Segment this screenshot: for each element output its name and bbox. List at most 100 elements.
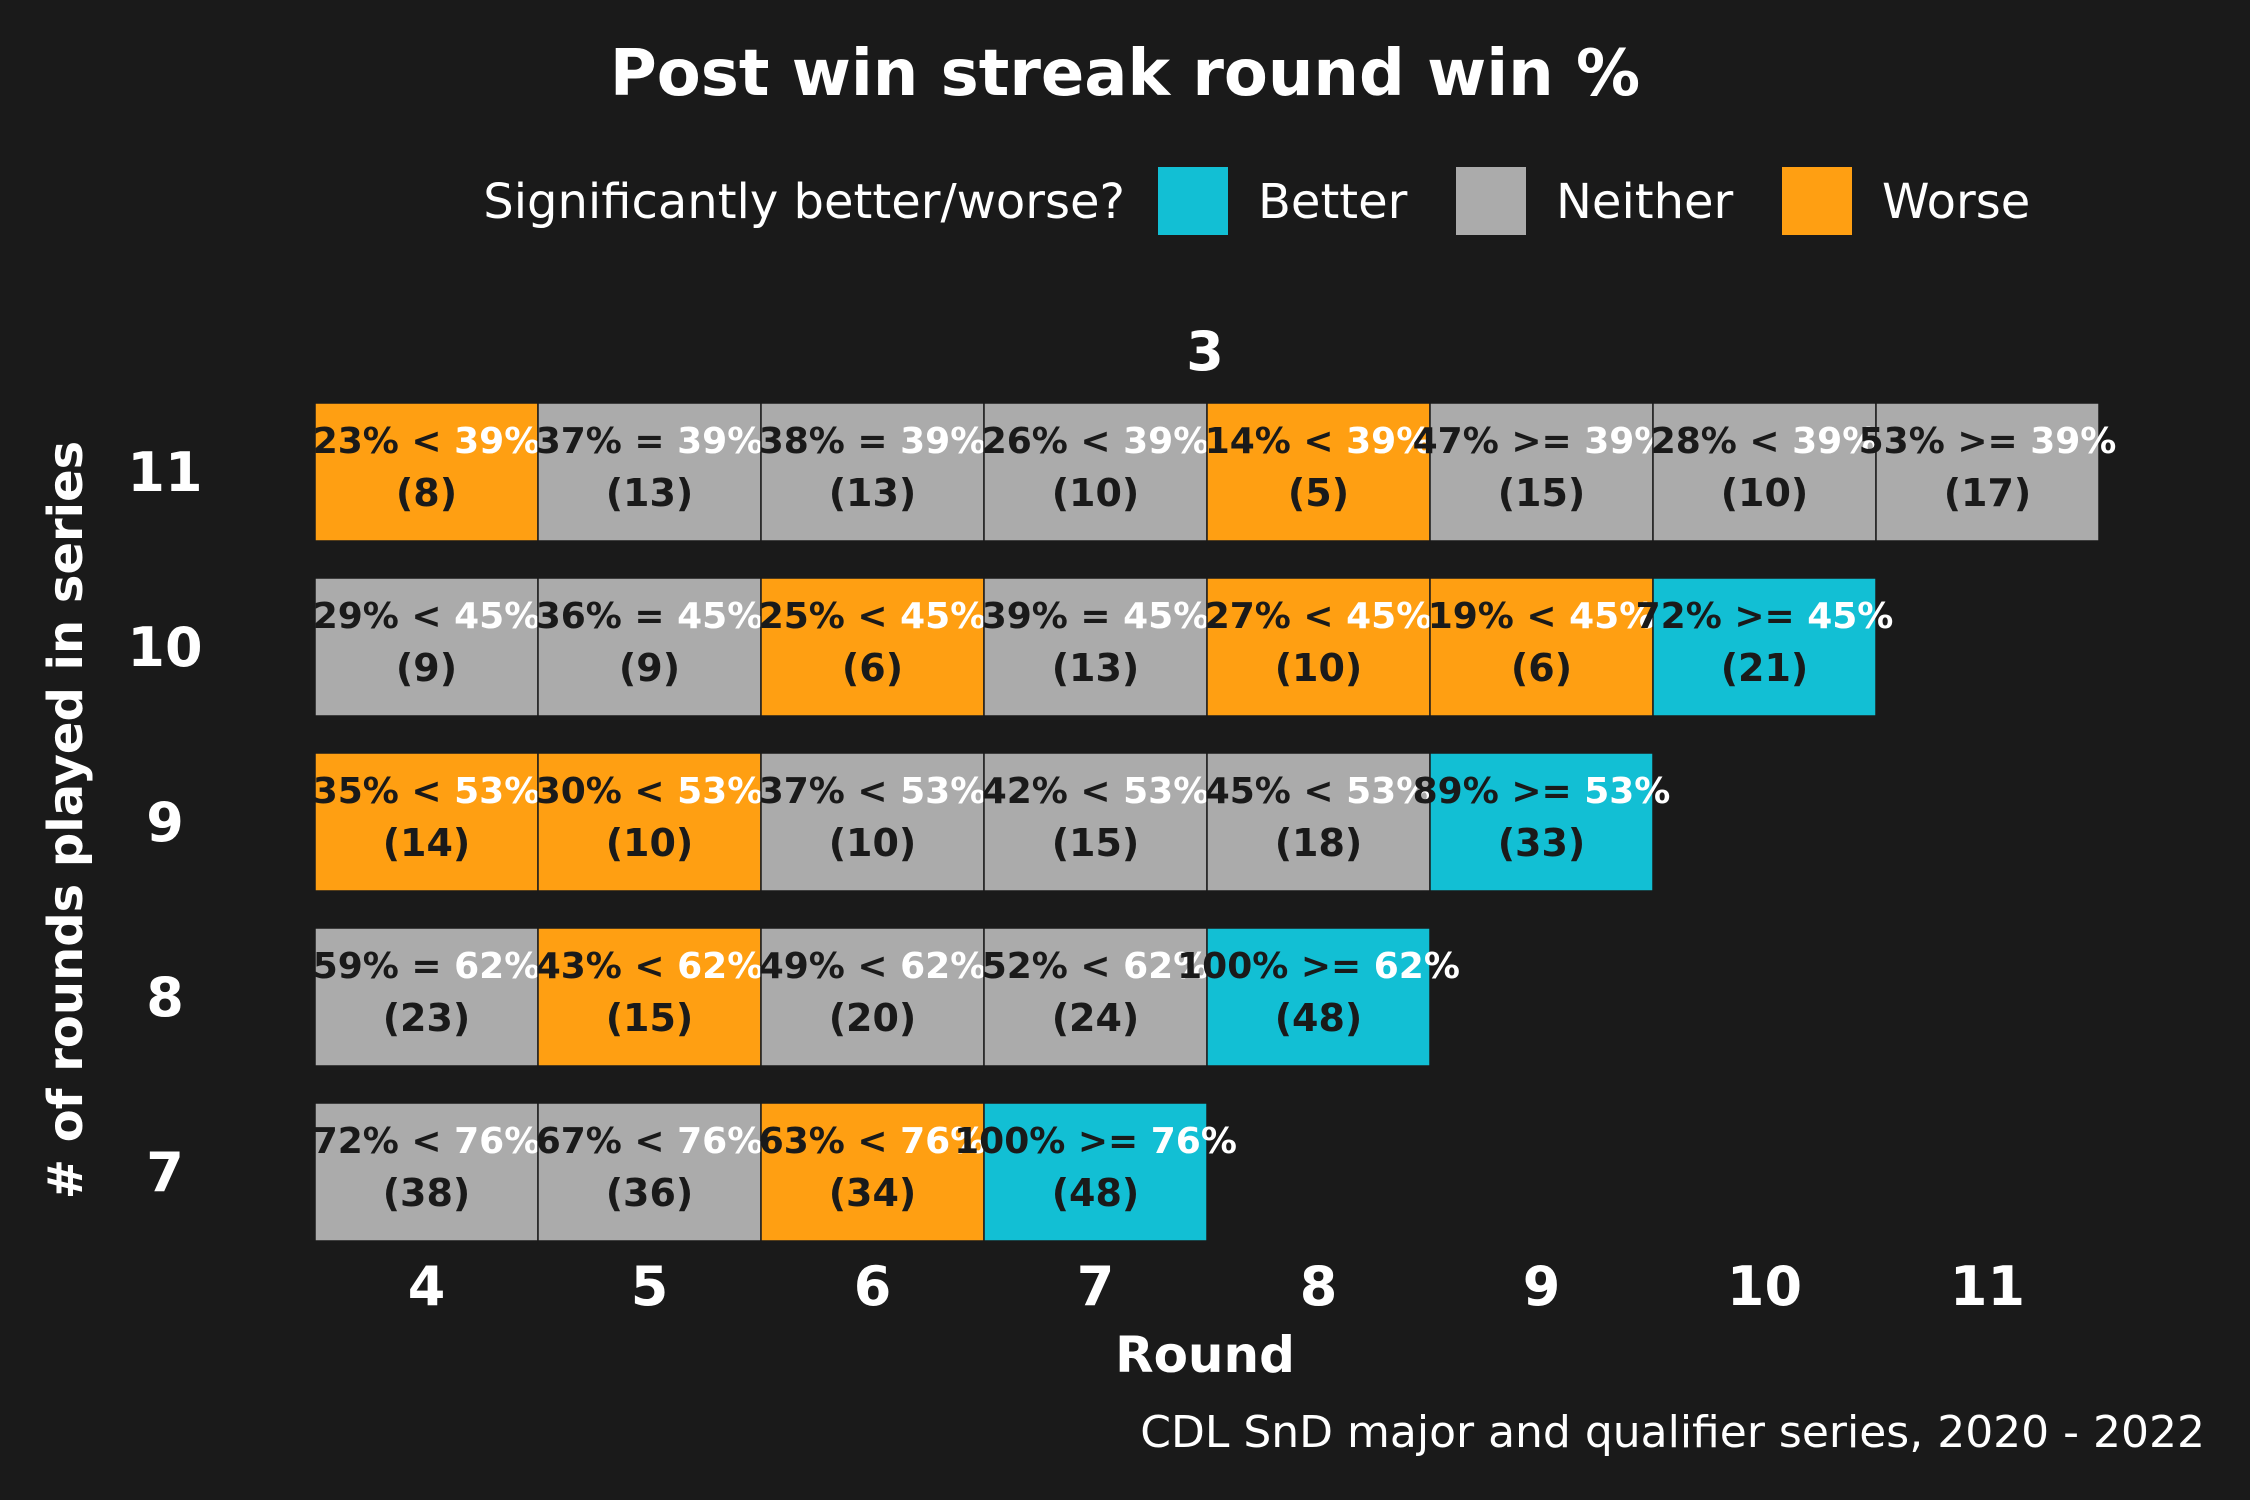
cell-operator: < — [845, 946, 900, 987]
cell-value: 59% — [313, 946, 399, 987]
cell-value: 100% — [954, 1121, 1065, 1162]
cell-operator: < — [399, 421, 454, 462]
cell-comparison-label: 67% < 76% — [536, 1121, 764, 1162]
cell-comparison-label: 47% >= 39% — [1413, 421, 1671, 462]
heatmap-cell: 25% < 45% (6) — [759, 577, 986, 717]
legend: Significantly better/worse? Better Neithe… — [483, 167, 2030, 235]
cell-count-label: (10) — [1275, 646, 1363, 690]
cell-operator: >= — [1288, 946, 1373, 987]
cell-baseline: 39% — [677, 421, 763, 462]
cell-rect — [537, 577, 762, 717]
cell-count-label: (20) — [829, 996, 917, 1040]
heatmap-cell: 52% < 62% (24) — [982, 927, 1210, 1067]
y-tick-label: 11 — [127, 441, 202, 504]
cell-baseline: 39% — [1792, 421, 1878, 462]
legend-swatch-neither — [1456, 167, 1526, 235]
cell-rect — [537, 402, 762, 542]
cell-comparison-label: 27% < 45% — [1205, 596, 1433, 637]
cell-baseline: 45% — [1569, 596, 1655, 637]
x-tick-label: 5 — [631, 1255, 669, 1318]
cell-count-label: (38) — [383, 1171, 471, 1215]
heatmap-cell: 47% >= 39% (15) — [1413, 402, 1671, 542]
cell-rect — [1429, 577, 1654, 717]
cell-baseline: 53% — [900, 771, 986, 812]
cell-operator: < — [1291, 771, 1346, 812]
cell-comparison-label: 100% >= 62% — [1177, 946, 1460, 987]
cell-comparison-label: 63% < 76% — [759, 1121, 987, 1162]
cell-operator: >= — [1065, 1121, 1150, 1162]
cell-rect — [314, 402, 539, 542]
cell-operator: < — [622, 1121, 677, 1162]
cell-operator: < — [622, 946, 677, 987]
cell-comparison-label: 14% < 39% — [1205, 421, 1433, 462]
cell-count-label: (13) — [829, 471, 917, 515]
heatmap-cell: 35% < 53% (14) — [313, 752, 540, 892]
heatmap-cell: 37% < 53% (10) — [759, 752, 986, 892]
cell-value: 100% — [1177, 946, 1288, 987]
cell-count-label: (33) — [1498, 821, 1586, 865]
cell-rect — [1206, 752, 1431, 892]
cell-value: 27% — [1205, 596, 1291, 637]
cell-count-label: (34) — [829, 1171, 917, 1215]
heatmap-cells: 23% < 39% (8) 37% = 39% (13) 38% = 39% (13) 26… — [313, 402, 2116, 1242]
cell-count-label: (8) — [396, 471, 457, 515]
cell-count-label: (9) — [619, 646, 680, 690]
chart-title: Post win streak round win % — [610, 37, 1640, 111]
cell-operator: < — [1068, 946, 1123, 987]
legend-label-worse: Worse — [1882, 174, 2030, 230]
cell-comparison-label: 28% < 39% — [1651, 421, 1879, 462]
cell-baseline: 45% — [454, 596, 540, 637]
heatmap-cell: 45% < 53% (18) — [1205, 752, 1432, 892]
legend-label-neither: Neither — [1556, 174, 1734, 230]
cell-count-label: (15) — [1498, 471, 1586, 515]
cell-operator: >= — [1499, 771, 1584, 812]
cell-rect — [314, 752, 539, 892]
cell-count-label: (13) — [606, 471, 694, 515]
cell-rect — [1652, 402, 1877, 542]
cell-rect — [983, 752, 1208, 892]
cell-comparison-label: 49% < 62% — [759, 946, 987, 987]
cell-rect — [983, 402, 1208, 542]
cell-comparison-label: 52% < 62% — [982, 946, 1210, 987]
cell-rect — [1206, 927, 1431, 1067]
cell-count-label: (17) — [1944, 471, 2032, 515]
cell-rect — [314, 927, 539, 1067]
cell-baseline: 53% — [1123, 771, 1209, 812]
cell-comparison-label: 26% < 39% — [982, 421, 1210, 462]
heatmap-cell: 49% < 62% (20) — [759, 927, 987, 1067]
heatmap-cell: 72% >= 45% (21) — [1636, 577, 1893, 717]
cell-baseline: 39% — [454, 421, 540, 462]
cell-operator: < — [1068, 421, 1123, 462]
cell-comparison-label: 72% < 76% — [313, 1121, 541, 1162]
cell-value: 39% — [982, 596, 1068, 637]
cell-count-label: (5) — [1288, 471, 1349, 515]
cell-comparison-label: 30% < 53% — [536, 771, 764, 812]
cell-baseline: 53% — [1584, 771, 1670, 812]
cell-value: 29% — [313, 596, 399, 637]
x-axis-label: Round — [1115, 1326, 1295, 1384]
cell-value: 37% — [759, 771, 845, 812]
cell-baseline: 53% — [1346, 771, 1432, 812]
cell-rect — [1875, 402, 2100, 542]
cell-operator: >= — [1945, 421, 2030, 462]
cell-count-label: (10) — [606, 821, 694, 865]
heatmap-cell: 59% = 62% (23) — [313, 927, 540, 1067]
y-tick-label: 10 — [127, 616, 202, 679]
cell-rect — [983, 577, 1208, 717]
cell-rect — [537, 1102, 762, 1242]
cell-value: 72% — [1636, 596, 1722, 637]
cell-baseline: 76% — [677, 1121, 763, 1162]
cell-comparison-label: 100% >= 76% — [954, 1121, 1237, 1162]
cell-operator: < — [845, 596, 900, 637]
cell-baseline: 45% — [1346, 596, 1432, 637]
heatmap-cell: 36% = 45% (9) — [536, 577, 763, 717]
cell-baseline: 45% — [1807, 596, 1893, 637]
cell-baseline: 45% — [677, 596, 763, 637]
heatmap-cell: 100% >= 62% (48) — [1177, 927, 1460, 1067]
heatmap-cell: 29% < 45% (9) — [313, 577, 540, 717]
cell-operator: < — [1291, 596, 1346, 637]
cell-baseline: 39% — [1346, 421, 1432, 462]
heatmap-cell: 23% < 39% (8) — [313, 402, 540, 542]
y-tick-label: 7 — [146, 1141, 184, 1204]
